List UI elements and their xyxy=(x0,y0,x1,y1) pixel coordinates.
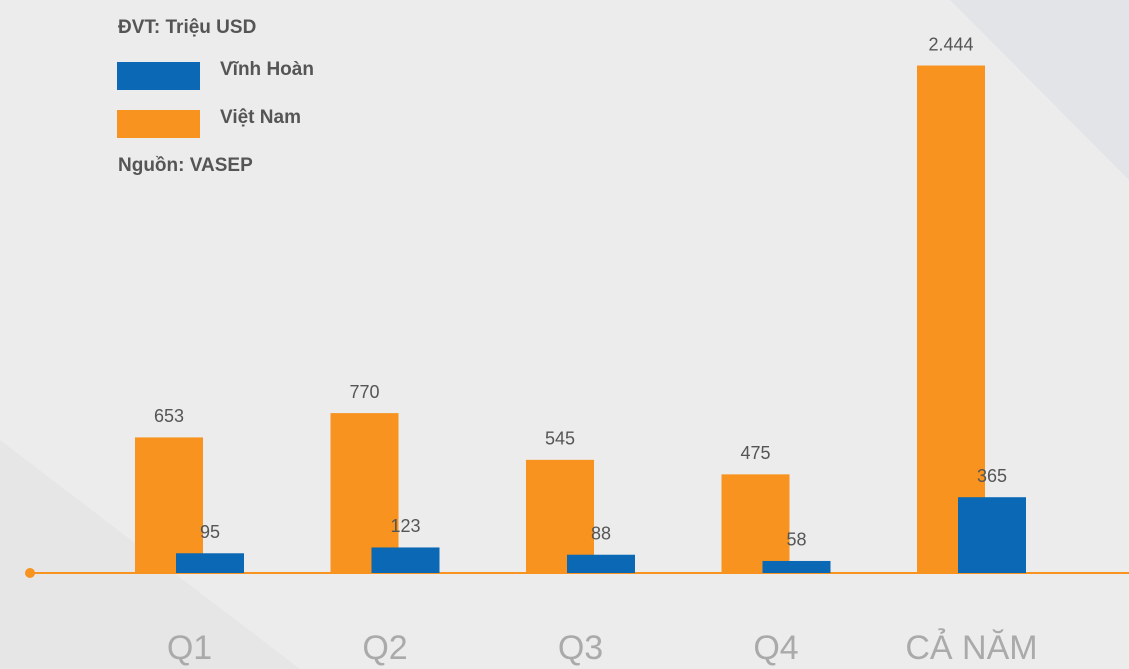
value-label: 770 xyxy=(349,382,379,402)
legend-label: Vĩnh Hoàn xyxy=(220,59,314,80)
value-label: 58 xyxy=(786,530,806,550)
decoration xyxy=(950,0,1129,180)
value-label: 123 xyxy=(390,516,420,536)
bar xyxy=(330,413,399,573)
source-note: Nguồn: VASEP xyxy=(118,155,253,176)
bar xyxy=(371,547,440,573)
x-tick-label: Q2 xyxy=(362,629,407,667)
value-label: 653 xyxy=(154,406,184,426)
bar xyxy=(567,554,635,573)
chart-title: ĐVT: Triệu USD xyxy=(118,17,256,38)
value-label: 475 xyxy=(740,443,770,463)
bar xyxy=(917,65,985,573)
bar xyxy=(135,437,203,573)
legend-swatch xyxy=(117,62,200,90)
value-label: 365 xyxy=(977,466,1007,486)
value-label: 88 xyxy=(591,523,611,543)
bar xyxy=(762,560,831,573)
bar xyxy=(958,497,1026,573)
value-label: 95 xyxy=(200,522,220,542)
legend-swatch xyxy=(117,110,200,138)
x-tick-label: Q3 xyxy=(558,629,603,667)
x-tick-label: Q1 xyxy=(167,629,212,667)
bar xyxy=(176,553,244,573)
legend-label: Việt Nam xyxy=(220,107,301,128)
bar xyxy=(721,474,790,573)
x-tick-label: CẢ NĂM xyxy=(905,629,1037,667)
x-tick-label: Q4 xyxy=(753,629,798,667)
baseline-dot xyxy=(25,568,35,578)
value-label: 545 xyxy=(545,429,575,449)
value-label: 2.444 xyxy=(928,34,973,54)
bar xyxy=(526,459,594,573)
